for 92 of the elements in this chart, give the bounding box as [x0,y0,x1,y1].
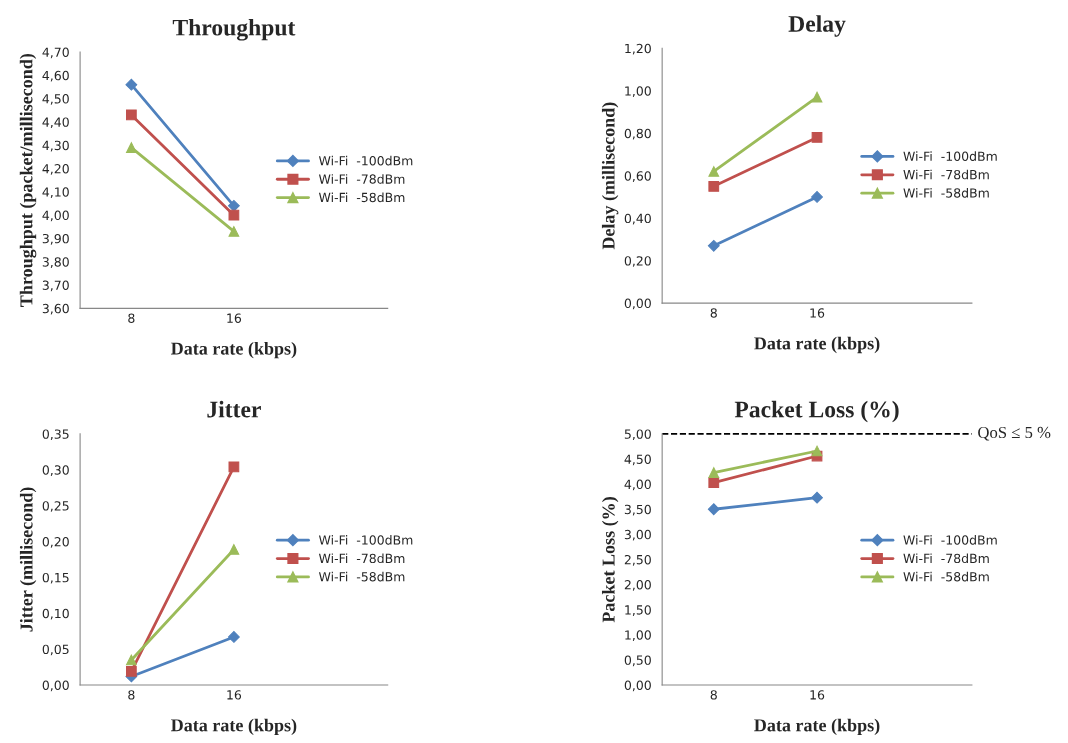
x-tick-label: 16 [227,690,242,700]
point [708,477,720,489]
point [811,191,823,203]
y-tick-label: 0,30 [42,465,69,476]
y-tick-label: 1,00 [625,630,651,642]
y-tick-label: 0,35 [42,429,69,441]
y-tick-label: 3,50 [624,504,651,516]
point [125,666,137,677]
y-tick-label: 0,00 [42,680,69,692]
legend-label: Wi-Fi -78dBm [903,553,989,564]
legend-label: Wi-Fi -100dBm [318,155,413,166]
point [811,491,823,504]
y-tick-label: 3,90 [42,233,69,245]
y-tick-label: 2,50 [624,554,651,566]
x-tick-label: 16 [810,308,825,318]
y-tick-label: 4,30 [42,140,69,152]
point [228,544,240,555]
x-axis-title: Data rate (kbps) [754,336,880,354]
chart-title: Packet Loss (%) [734,400,899,423]
chart-title: Delay [788,15,846,37]
legend-label: Wi-Fi -78dBm [318,553,405,564]
chart-title: Jitter [207,400,261,418]
point [708,467,720,478]
y-tick-label: 2,00 [624,580,651,591]
y-tick-label: 0,20 [624,256,651,267]
y-axis-title: Throughput (packet/millisecond) [19,53,37,307]
y-tick-label: 3,70 [42,280,69,292]
point [227,199,240,212]
y-axis-title: Jitter (millisecond) [19,487,37,632]
y-tick-label: 0,20 [42,537,69,548]
chart-title: Throughput [172,18,296,41]
y-tick-label: 3,60 [42,303,69,315]
x-tick-label: 8 [128,313,135,323]
y-tick-label: 3,00 [624,529,651,541]
y-tick-label: 1,00 [625,86,651,97]
y-tick-label: 4,70 [42,47,69,59]
y-tick-label: 4,60 [42,70,69,82]
y-tick-label: 0,00 [624,680,651,692]
x-tick-label: 16 [810,690,825,700]
x-axis-title: Data rate (kbps) [171,718,297,736]
x-tick-label: 8 [710,308,717,318]
y-tick-label: 4,50 [42,94,69,105]
y-tick-label: 4,00 [624,479,651,491]
y-tick-label: 3,80 [42,257,69,268]
y-tick-label: 0,15 [42,572,69,584]
legend-label: Wi-Fi -78dBm [903,169,989,180]
y-tick-label: 5,00 [624,429,651,441]
point [125,142,137,153]
y-tick-label: 0,10 [42,608,69,620]
point [811,132,823,143]
point [125,654,137,666]
y-tick-label: 0,50 [624,655,651,667]
legend-label: Wi-Fi -58dBm [903,188,989,198]
y-tick-label: 0,80 [624,128,651,140]
y-tick-label: 1,50 [625,605,651,616]
y-tick-label: 4,00 [42,210,69,222]
point [811,445,823,457]
y-tick-label: 0,60 [624,171,651,182]
point [125,109,137,121]
y-axis-title: Delay (millisecond) [601,102,619,250]
y-tick-label: 4,20 [42,164,69,175]
legend-label: Wi-Fi -78dBm [318,174,405,184]
legend-label: Wi-Fi -100dBm [903,535,997,545]
ref-line-label: QoS ≤ 5 % [978,426,1051,441]
y-tick-label: 4,50 [624,454,651,466]
point [707,239,720,252]
y-tick-label: 0,05 [42,644,69,656]
y-tick-label: 0,00 [624,298,651,310]
y-tick-label: 4,10 [42,187,69,199]
y-tick-label: 1,20 [625,43,651,55]
point [708,166,720,177]
legend-label: Wi-Fi -58dBm [318,571,405,582]
x-axis-title: Data rate (kbps) [171,341,297,359]
x-tick-label: 8 [710,690,717,700]
point [228,226,240,237]
legend-label: Wi-Fi -100dBm [903,151,997,161]
point [125,78,138,91]
y-tick-label: 0,40 [624,213,651,225]
y-tick-label: 0,25 [42,501,69,512]
y-tick-label: 4,40 [42,117,69,129]
legend-label: Wi-Fi -58dBm [903,571,989,582]
legend-label: Wi-Fi -58dBm [318,192,405,203]
x-axis-title: Data rate (kbps) [754,718,880,736]
point [227,631,240,643]
point [811,91,823,103]
x-tick-label: 8 [128,690,135,700]
legend-label: Wi-Fi -100dBm [318,535,413,545]
point [228,209,240,221]
y-axis-title: Packet Loss (%) [601,497,619,623]
x-tick-label: 16 [227,313,242,323]
point [707,503,720,516]
point [708,180,720,192]
